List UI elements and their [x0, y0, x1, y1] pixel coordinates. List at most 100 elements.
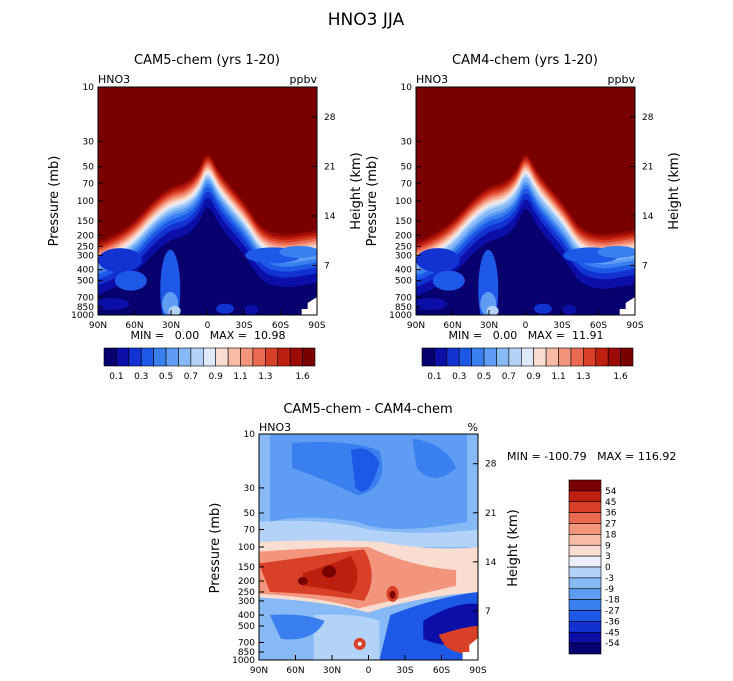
panel-cam4-stats: MIN = 0.00 MAX = 11.91: [449, 329, 604, 342]
y-tick-label: 400: [77, 266, 94, 276]
colorbar-label: 3: [605, 552, 611, 562]
panel-cam4: CAM4-chem (yrs 1-20) HNO3 ppbv 90N 60N 30N…: [365, 53, 682, 382]
height-tick-label: 7: [485, 607, 491, 617]
colorbar-box: [202, 347, 217, 367]
field-patch: [486, 305, 499, 315]
y-tick-label: 50: [244, 509, 256, 519]
y-tick-label: 700: [395, 293, 412, 303]
field-band: [438, 625, 478, 655]
field-band: [389, 590, 396, 599]
colorbar-box: [568, 588, 602, 600]
x-tick-label: 90N: [250, 666, 268, 676]
y-tick-label: 1000: [389, 311, 412, 321]
field-patch: [114, 270, 147, 291]
colorbar-box: [568, 555, 602, 568]
y-tick-label: 500: [77, 277, 94, 287]
y-tick-label: 250: [77, 242, 94, 252]
colorbar-label: 0.5: [159, 372, 173, 382]
colorbar-label: 0.7: [184, 372, 198, 382]
height-tick-label: 21: [642, 162, 653, 172]
colorbar-label: 9: [605, 541, 611, 551]
colorbar-box: [568, 501, 602, 513]
colorbar-box: [568, 544, 602, 557]
colorbar-label: 18: [605, 530, 617, 540]
y-tick-label: 150: [238, 563, 255, 573]
colorbar-box: [583, 347, 597, 367]
panel-cam4-title: CAM4-chem (yrs 1-20): [452, 53, 598, 68]
field-patch: [432, 270, 465, 291]
field-patch: [244, 304, 259, 315]
panel-cam5-field: [98, 87, 317, 315]
height-tick-label: 7: [324, 261, 330, 271]
panel-cam4-axes: 90N 60N 30N 0 30S 60S 90S 10 30 50 70 100 150 2002503…: [389, 83, 654, 331]
colorbar-label: 0.9: [209, 372, 224, 382]
panel-diff-units: %: [468, 421, 478, 434]
panel-cam5-variable: HNO3: [98, 73, 130, 86]
x-tick-label: 60N: [443, 321, 461, 331]
colorbar-label: 45: [605, 498, 616, 508]
y-tick-label: 250: [395, 242, 412, 252]
colorbar-box: [607, 347, 621, 367]
surface-mask: [301, 297, 317, 315]
panel-cam5-units: ppbv: [290, 73, 318, 86]
y-tick-label: 200: [238, 577, 255, 587]
y-tick-label: 700: [238, 638, 255, 648]
height-tick-label: 14: [642, 212, 654, 222]
colorbar-label: -3: [605, 574, 614, 584]
colorbar-label: -54: [605, 639, 620, 649]
colorbar-label: 1.1: [233, 372, 247, 382]
x-tick-label: 30S: [553, 321, 570, 331]
y-tick-label: 300: [238, 597, 255, 607]
colorbar-label: 0.5: [477, 372, 491, 382]
y-tick-label: 300: [77, 251, 94, 261]
y-tick-label: 50: [401, 163, 413, 173]
colorbar-box: [252, 347, 266, 367]
field-patch: [478, 249, 499, 315]
field-band: [98, 87, 317, 243]
y-tick-label: 500: [395, 277, 412, 287]
field-patch: [279, 245, 317, 258]
panel-diff-ylabel-right: Height (km): [506, 509, 521, 586]
colorbar-box: [568, 512, 602, 524]
panel-diff-variable: HNO3: [259, 421, 291, 434]
colorbar-box: [568, 490, 602, 503]
colorbar-label: -36: [605, 617, 620, 627]
colorbar-box: [568, 631, 602, 644]
colorbar-label: 1.6: [613, 372, 628, 382]
field-patch: [562, 304, 577, 315]
y-tick-label: 70: [244, 525, 256, 535]
y-tick-label: 100: [77, 197, 94, 207]
x-tick-label: 60S: [433, 666, 450, 676]
panel-cam4-variable: HNO3: [416, 73, 448, 86]
colorbar-box: [568, 642, 602, 655]
colorbar-label: -18: [605, 596, 620, 606]
field-patch: [597, 245, 635, 258]
height-tick-label: 28: [324, 113, 336, 123]
field-band: [357, 641, 362, 646]
surface-mask: [462, 638, 478, 660]
panel-cam4-field: [416, 87, 635, 315]
y-tick-label: 850: [395, 303, 412, 313]
field-band: [297, 577, 308, 586]
colorbar-label: 1.3: [576, 372, 590, 382]
height-tick-label: 28: [642, 113, 654, 123]
colorbar-box: [458, 347, 472, 367]
colorbar-box: [302, 347, 316, 367]
panel-diff-ylabel-left: Pressure (mb): [208, 503, 223, 594]
colorbar-box: [568, 599, 602, 611]
y-tick-label: 850: [238, 648, 255, 658]
colorbar-box: [265, 347, 279, 367]
colorbar-label: 0.1: [427, 372, 441, 382]
field-patch: [160, 249, 181, 315]
y-tick-label: 10: [401, 83, 413, 93]
panel-cam4-colorbar: 0.1 0.3 0.5 0.7 0.9 1.1 1.3 1.6: [421, 347, 634, 382]
y-tick-label: 150: [395, 217, 412, 227]
y-tick-label: 30: [244, 484, 256, 494]
colorbar-label: 0.3: [452, 372, 466, 382]
colorbar-box: [620, 347, 634, 367]
y-tick-label: 100: [238, 543, 255, 553]
y-tick-label: 300: [395, 251, 412, 261]
x-tick-label: 90S: [469, 666, 486, 676]
panel-cam4-ylabel-left: Pressure (mb): [365, 156, 380, 247]
colorbar-box: [128, 347, 142, 367]
